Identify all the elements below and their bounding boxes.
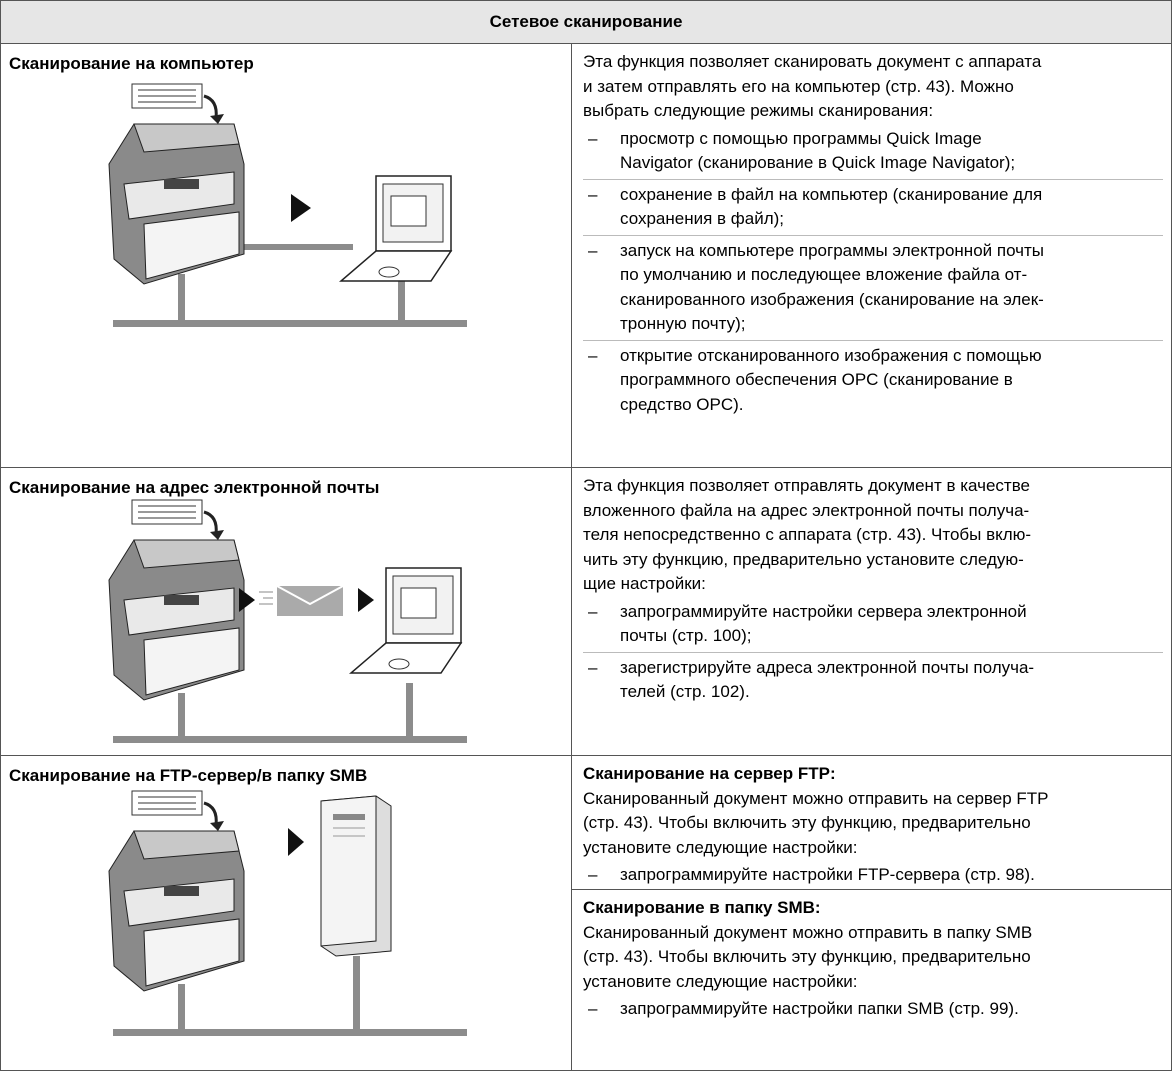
printer-icon: [107, 82, 246, 286]
row-title: Сканирование на FTP-сервер/в папку SMB: [9, 766, 368, 785]
network-line: [113, 1029, 467, 1036]
text-line: Эта функция позволяет сканировать докуме…: [583, 52, 1042, 71]
text-line: установите следующие настройки:: [583, 837, 858, 857]
network-line: [178, 693, 185, 738]
text-line: чить эту функцию, предварительно установ…: [583, 549, 1024, 569]
arrow: [358, 588, 374, 612]
bullet: –: [588, 601, 598, 621]
row-title: Сканирование на компьютер: [9, 54, 254, 73]
section-heading: Сканирование на сервер FTP:: [583, 764, 836, 783]
row-title: Сканирование на адрес электронной почты: [9, 478, 380, 497]
list-item: – запуск на компьютере программы электрон…: [583, 234, 1163, 340]
cell: Эта функция позволяет сканировать докуме…: [571, 43, 1172, 468]
cell: Эта функция позволяет отправлять докумен…: [571, 467, 1172, 756]
illustration: [107, 498, 467, 743]
laptop-icon: [350, 567, 462, 674]
cell: Сканирование на FTP-сервер/в папку SMB: [0, 755, 572, 1071]
section: Эта функция позволяет отправлять докумен…: [572, 468, 1171, 755]
text-line: и затем отправлять его на компьютер (стр…: [583, 76, 1014, 96]
list: – запрограммируйте настройки сервера элек…: [583, 597, 1163, 708]
text-line: программного обеспечения OPC (сканирован…: [620, 370, 1013, 389]
network-line: [353, 956, 360, 1032]
printer-icon: [107, 498, 246, 702]
motion-lines: [259, 591, 273, 605]
illustration: [107, 789, 467, 1036]
bullet: –: [588, 240, 598, 260]
list-item: – просмотр с помощью программы Quick Imag…: [583, 124, 1163, 179]
network-line: [233, 244, 353, 250]
network-line: [178, 984, 185, 1032]
text-line: средство OPC).: [620, 394, 744, 414]
list-item: – зарегистрируйте адреса электронной почт…: [583, 651, 1163, 708]
list: – запрограммируйте настройки FTP-сервера …: [583, 860, 1163, 891]
cell: Сканирование на сервер FTP: Сканированный…: [571, 755, 1172, 1071]
text-line: (стр. 43). Чтобы включить эту функцию, п…: [583, 813, 1031, 832]
laptop-icon: [340, 175, 452, 282]
list: – запрограммируйте настройки папки SMB (с…: [583, 994, 1163, 1025]
text-line: теля непосредственно с аппарата (стр. 43…: [583, 525, 1032, 544]
text-line: щие настройки:: [583, 574, 706, 593]
network-line: [406, 683, 413, 738]
text-line: запуск на компьютере программы электронн…: [620, 240, 1045, 260]
list-item: – запрограммируйте настройки FTP-сервера …: [583, 860, 1163, 891]
cell: Сканирование на компьютер: [0, 43, 572, 468]
text-line: выбрать следующие режимы сканирования:: [583, 101, 934, 120]
text-line: по умолчанию и последующее вложение файл…: [620, 265, 1028, 284]
network-line: [178, 274, 185, 324]
text-line: зарегистрируйте адреса электронной почты…: [620, 657, 1035, 677]
text-line: Сканированный документ можно отправить в…: [583, 922, 1033, 942]
text-line: сохранение в файл на компьютер (сканиров…: [620, 184, 1043, 204]
text-line: почты (стр. 100);: [620, 626, 752, 645]
arrow: [239, 588, 255, 612]
illustration: [107, 82, 467, 327]
section: Сканирование на сервер FTP: Сканированный…: [572, 756, 1171, 889]
section-heading: Сканирование в папку SMB:: [583, 898, 821, 917]
bullet: –: [588, 184, 598, 204]
text-line: открытие отсканированного изображения с …: [620, 345, 1042, 365]
bullet: –: [588, 345, 598, 365]
text-line: просмотр с помощью программы Quick Image: [620, 128, 982, 148]
bullet: –: [588, 128, 598, 148]
bullet: –: [588, 865, 598, 884]
list-item: – открытие отсканированного изображения с…: [583, 339, 1163, 421]
list-item: – запрограммируйте настройки сервера элек…: [583, 597, 1163, 652]
network-line: [113, 736, 467, 743]
network-line: [113, 320, 467, 327]
text-line: сохранения в файл);: [620, 209, 785, 228]
text-line: установите следующие настройки:: [583, 971, 858, 991]
text-line: вложенного файла на адрес электронной по…: [583, 500, 1030, 520]
text-line: тронную почту);: [620, 314, 746, 333]
text-line: Сканированный документ можно отправить н…: [583, 788, 1049, 808]
arrow: [288, 828, 304, 856]
printer-icon: [107, 789, 246, 993]
text-line: сканированного изображения (сканирование…: [620, 289, 1044, 309]
list: – просмотр с помощью программы Quick Imag…: [583, 124, 1163, 421]
text-line: Эта функция позволяет отправлять докумен…: [583, 476, 1030, 495]
bullet: –: [588, 999, 598, 1018]
table-header: Сетевое сканирование: [0, 0, 1172, 44]
text-line: запрограммируйте настройки сервера элект…: [620, 601, 1027, 621]
section: Сканирование в папку SMB: Сканированный д…: [572, 889, 1171, 1070]
cell: Сканирование на адрес электронной почты: [0, 467, 572, 756]
list-item: – сохранение в файл на компьютер (сканиро…: [583, 178, 1163, 235]
text-line: телей (стр. 102).: [620, 682, 750, 701]
server-icon: [320, 795, 392, 957]
text-line: запрограммируйте настройки папки SMB (ст…: [620, 999, 1019, 1018]
bullet: –: [588, 657, 598, 677]
section: Эта функция позволяет сканировать докуме…: [572, 44, 1171, 467]
network-line: [398, 274, 405, 324]
text-line: Navigator (сканирование в Quick Image Na…: [620, 153, 1016, 172]
list-item: – запрограммируйте настройки папки SMB (с…: [583, 994, 1163, 1025]
arrow: [291, 194, 311, 222]
text-line: (стр. 43). Чтобы включить эту функцию, п…: [583, 947, 1031, 966]
text-line: запрограммируйте настройки FTP-сервера (…: [620, 865, 1035, 884]
